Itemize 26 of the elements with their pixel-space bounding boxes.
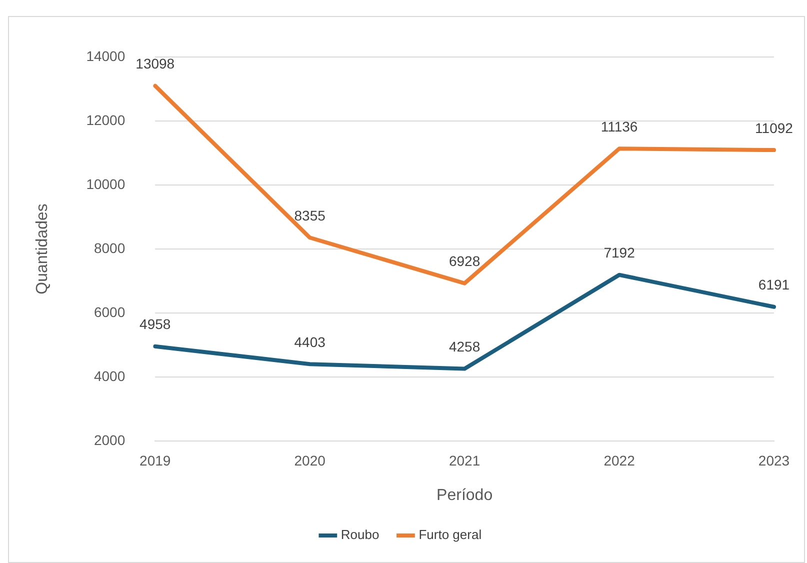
data-label: 11092 — [755, 120, 794, 136]
y-tick-label: 4000 — [94, 368, 126, 384]
data-label: 6191 — [758, 276, 790, 293]
y-axis-title: Quantidades — [34, 204, 52, 294]
x-tick-label: 2021 — [448, 452, 480, 468]
x-tick-label: 2022 — [604, 452, 636, 468]
data-label: 6928 — [448, 253, 480, 270]
x-tick-label: 2023 — [758, 452, 790, 468]
y-tick-label: 8000 — [94, 240, 126, 256]
x-tick-label: 2019 — [140, 452, 171, 468]
data-label: 4403 — [294, 334, 326, 350]
y-tick-label: 14000 — [86, 48, 126, 64]
legend-label: Furto geral — [418, 527, 482, 542]
y-tick-label: 10000 — [86, 176, 126, 192]
data-label: 4958 — [140, 316, 171, 332]
data-label: 11136 — [600, 118, 638, 135]
y-tick-label: 6000 — [94, 304, 126, 320]
data-label: 8355 — [294, 208, 326, 224]
legend-label: Roubo — [340, 527, 380, 542]
data-label: 4258 — [448, 338, 480, 355]
data-label: 13098 — [136, 56, 175, 72]
y-tick-label: 2000 — [94, 432, 126, 448]
x-axis-title: Período — [436, 486, 493, 504]
y-tick-label: 12000 — [86, 112, 126, 128]
data-label: 7192 — [604, 244, 636, 261]
x-tick-label: 2020 — [294, 452, 326, 468]
